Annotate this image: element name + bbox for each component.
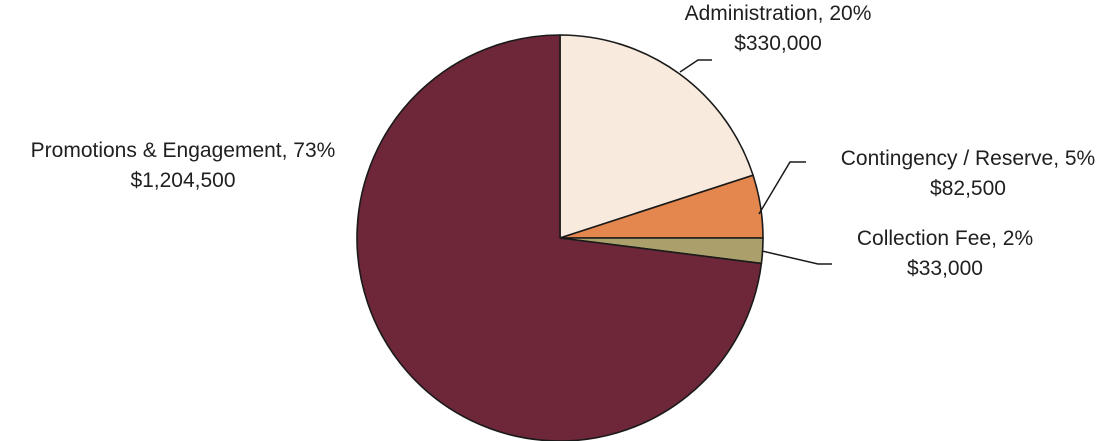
pie-slice-administration [559,34,754,239]
data-label-amount-promotions-engagement: $1,204,500 [130,169,235,192]
data-label-amount-administration: $330,000 [734,32,822,55]
data-label-collection-fee: Collection Fee, 2% [857,227,1033,250]
leader-line-contingency-reserve [758,161,806,215]
data-label-amount-contingency-reserve: $82,500 [930,177,1006,200]
leader-line-collection-fee [761,250,832,265]
leader-line-administration [679,59,712,73]
data-label-administration: Administration, 20% [685,2,872,25]
data-label-promotions-engagement: Promotions & Engagement, 73% [31,139,336,162]
data-label-contingency-reserve: Contingency / Reserve, 5% [841,147,1095,170]
pie-slice-promotions-engagement [356,34,763,441]
data-label-amount-collection-fee: $33,000 [907,257,983,280]
